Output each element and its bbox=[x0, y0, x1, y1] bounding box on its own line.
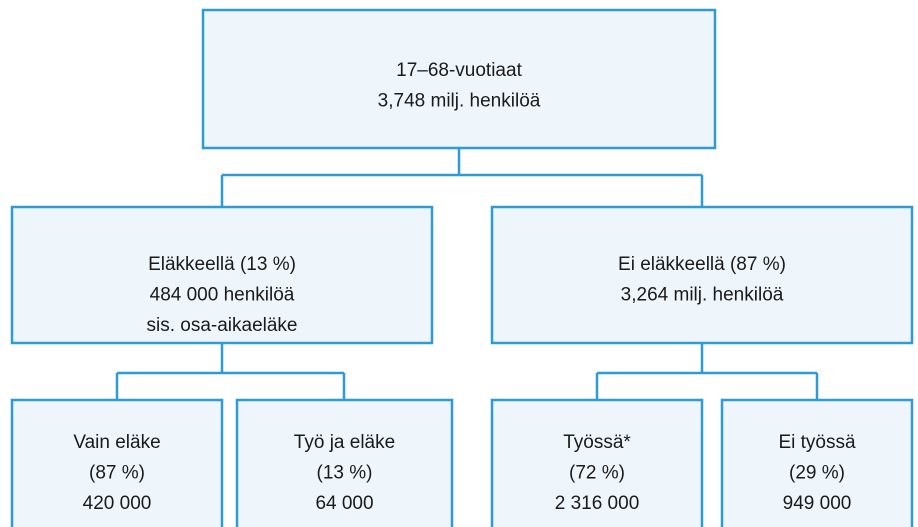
node-label: Ei työssä bbox=[778, 432, 856, 453]
connector bbox=[220, 148, 704, 207]
node-label: sis. osa-aikaeläke bbox=[146, 315, 297, 336]
node-label: Ei eläkkeellä (87 %) bbox=[618, 254, 786, 275]
node-box bbox=[720, 398, 914, 527]
node: Vain eläke (87 %) 420 000 bbox=[10, 398, 224, 527]
node-label: (29 %) bbox=[789, 463, 845, 484]
connector bbox=[115, 343, 346, 400]
node-label: Vain eläke bbox=[73, 432, 160, 453]
node-box bbox=[490, 398, 704, 527]
node-label: 17–68-vuotiaat bbox=[396, 60, 522, 81]
node-label: Eläkkeellä (13 %) bbox=[148, 254, 296, 275]
node-label: 2 316 000 bbox=[555, 493, 640, 514]
node-box bbox=[201, 8, 717, 150]
node-label: (72 %) bbox=[569, 463, 625, 484]
node-label: 3,264 milj. henkilöä bbox=[621, 285, 784, 306]
node: 17–68-vuotiaat 3,748 milj. henkilöä bbox=[201, 8, 717, 150]
node-label: Työ ja eläke bbox=[294, 432, 395, 453]
node-box bbox=[490, 205, 914, 345]
node-label: 64 000 bbox=[315, 493, 373, 514]
node: Ei työssä (29 %) 949 000 bbox=[720, 398, 914, 527]
connectors bbox=[115, 148, 819, 400]
node-label: Työssä* bbox=[563, 432, 631, 453]
node-box bbox=[10, 205, 434, 345]
node-label: 420 000 bbox=[83, 493, 152, 514]
node-label: 484 000 henkilöä bbox=[150, 285, 295, 306]
node-box bbox=[235, 398, 454, 527]
nodes: 17–68-vuotiaat 3,748 milj. henkilöä Eläkke… bbox=[10, 8, 914, 527]
connector bbox=[595, 343, 819, 400]
node-label: 949 000 bbox=[783, 493, 852, 514]
node-label: (87 %) bbox=[89, 463, 145, 484]
node-box bbox=[10, 398, 224, 527]
node: Ei eläkkeellä (87 %) 3,264 milj. henkilöä bbox=[490, 205, 914, 345]
node: Työssä* (72 %) 2 316 000 bbox=[490, 398, 704, 527]
node-label: 3,748 milj. henkilöä bbox=[378, 91, 541, 112]
node: Työ ja eläke (13 %) 64 000 bbox=[235, 398, 454, 527]
node: Eläkkeellä (13 %) 484 000 henkilöä sis. os… bbox=[10, 205, 434, 345]
node-label: (13 %) bbox=[317, 463, 373, 484]
